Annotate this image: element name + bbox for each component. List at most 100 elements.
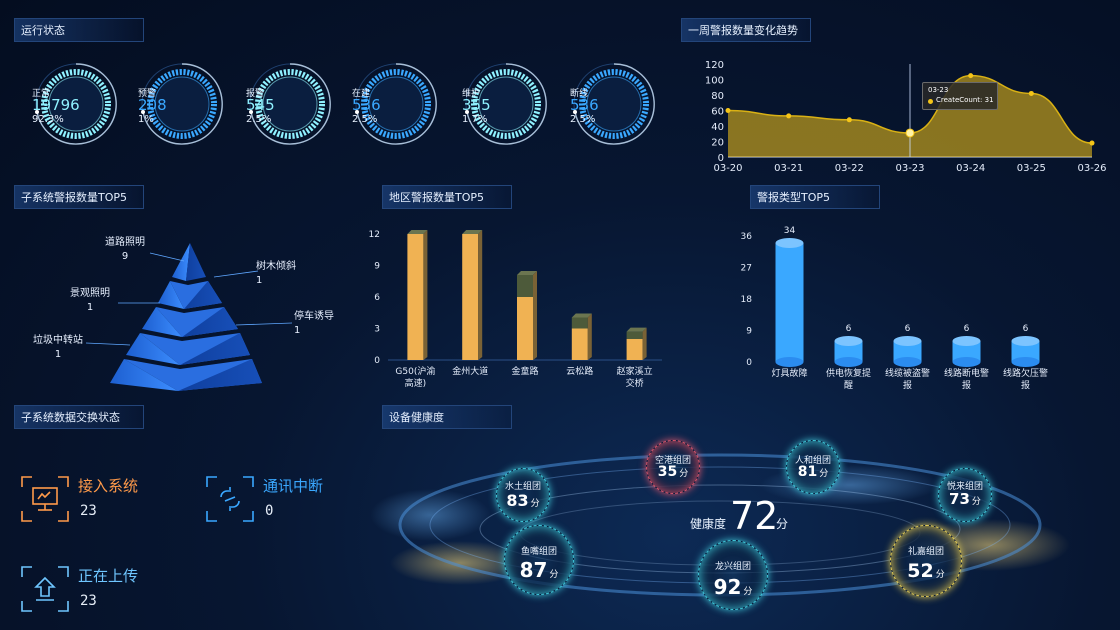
y-tick: 9 — [374, 262, 380, 272]
status-gauge[interactable]: 预警 208 1% — [138, 60, 226, 148]
trend-x-tick: 03-25 — [1017, 163, 1046, 174]
trend-point[interactable] — [1028, 90, 1034, 96]
gauge-value: 545 — [246, 96, 275, 114]
health-group-score: 35 分 — [647, 464, 699, 480]
x-tick-label: 金童路 — [511, 365, 538, 377]
health-group-name: 人和组团 — [794, 456, 831, 466]
y-tick: 3 — [374, 325, 380, 335]
bar[interactable] — [952, 336, 981, 367]
pyramid-layer-2[interactable] — [158, 281, 222, 309]
pyramid-layer-3[interactable] — [142, 307, 238, 337]
uploading-label: 正在上传 — [78, 567, 139, 585]
score-number: 35 — [657, 464, 678, 480]
y-tick: 18 — [741, 295, 753, 305]
gauge-ring — [465, 63, 547, 145]
trend-point[interactable] — [1089, 140, 1095, 146]
trend-point[interactable] — [905, 128, 915, 138]
bar[interactable] — [517, 270, 537, 360]
x-tick-label: 报 — [1021, 379, 1030, 391]
trend-y-tick: 60 — [711, 107, 724, 118]
health-group-orb[interactable]: 礼嘉组团 52 分 — [890, 525, 962, 597]
x-tick-label: 供电恢复提 — [826, 367, 871, 379]
trend-point[interactable] — [725, 108, 731, 113]
gauge-value: 536 — [570, 96, 599, 114]
status-gauge[interactable]: 维护 355 1.7% — [462, 60, 550, 148]
trend-point[interactable] — [786, 113, 792, 119]
trend-x-tick: 03-21 — [774, 163, 803, 174]
access-system-label: 接入系统 — [78, 477, 139, 495]
score-unit: 分 — [935, 570, 945, 580]
link-broken-icon — [206, 476, 254, 522]
gauge-percent: 2.5% — [570, 114, 596, 125]
bar[interactable] — [775, 238, 804, 367]
score-unit: 分 — [530, 499, 540, 509]
gauge-value: 355 — [462, 96, 491, 114]
status-gauge[interactable]: 在建 536 2.5% — [352, 60, 440, 148]
bar[interactable] — [462, 230, 483, 360]
exchange-title: 子系统数据交换状态 — [14, 405, 144, 429]
pyramid-layer-1[interactable] — [172, 243, 206, 281]
trend-y-tick: 120 — [705, 60, 724, 71]
health-center-value: 72 — [730, 494, 779, 538]
health-group-orb[interactable]: 人和组团 81 分 — [786, 440, 840, 494]
x-tick-label: 报 — [903, 379, 912, 391]
pyramid-label-road-light: 道路照明 9 — [105, 237, 145, 262]
status-gauge[interactable]: 报警 545 2.5% — [246, 60, 334, 148]
trend-y-tick: 20 — [711, 138, 724, 149]
status-gauge[interactable]: 断线 536 2.5% — [570, 60, 658, 148]
gauge-value: 536 — [352, 96, 381, 114]
tooltip-date: 03-23 — [928, 86, 949, 94]
gauge-value: 19796 — [32, 96, 80, 114]
pyramid-layer-4[interactable] — [126, 333, 250, 365]
trend-tooltip: 03-23 CreateCount: 31 — [922, 82, 998, 110]
subsystem-top5-title: 子系统警报数量TOP5 — [14, 185, 144, 209]
score-unit: 分 — [971, 497, 981, 507]
health-group-name: 悦来组团 — [946, 482, 983, 492]
pyramid-layer-5[interactable] — [110, 359, 262, 391]
pyramid-label-garbage: 垃圾中转站 1 — [33, 335, 83, 360]
health-group-score: 73 分 — [939, 490, 991, 508]
bar[interactable] — [893, 336, 922, 367]
health-group-orb[interactable]: 空港组团 35 分 — [646, 440, 700, 494]
trend-point[interactable] — [968, 73, 974, 79]
health-group-orb[interactable]: 龙兴组团 92 分 — [698, 540, 768, 610]
x-tick-label: 线路欠压警 — [1003, 367, 1048, 379]
bar[interactable] — [1011, 336, 1040, 367]
trend-y-tick: 80 — [711, 91, 724, 102]
bar-value-label: 6 — [1023, 324, 1029, 334]
health-group-name: 水土组团 — [504, 482, 541, 492]
bar-value-label: 6 — [846, 324, 852, 334]
gauge-label: 维护 — [462, 89, 481, 99]
type-top5-title: 警报类型TOP5 — [750, 185, 880, 209]
y-tick: 0 — [746, 358, 752, 368]
status-gauge[interactable]: 正常 19796 92.3% — [32, 60, 120, 148]
y-tick: 9 — [746, 327, 752, 337]
running-status-title: 运行状态 — [14, 18, 144, 42]
pyramid-chart — [85, 243, 293, 391]
gauge-ring — [249, 63, 331, 145]
x-tick-label: 醒 — [844, 380, 853, 391]
bar[interactable] — [571, 313, 592, 360]
pyramid-label-tree: 树木倾斜 1 — [256, 261, 296, 286]
y-tick: 0 — [374, 356, 380, 366]
gauge-label: 正常 — [32, 89, 51, 99]
x-tick-label: G50(沪渝 — [395, 365, 435, 377]
score-number: 52 — [907, 560, 934, 582]
trend-y-tick: 0 — [718, 153, 724, 164]
x-tick-label: 线缆被盗警 — [885, 367, 930, 379]
bar[interactable] — [834, 336, 863, 367]
health-group-orb[interactable]: 水土组团 83 分 — [496, 468, 550, 522]
trend-point[interactable] — [846, 117, 852, 123]
health-group-orb[interactable]: 悦来组团 73 分 — [938, 468, 992, 522]
bar[interactable] — [407, 230, 428, 360]
score-unit: 分 — [743, 587, 753, 597]
health-group-orb[interactable]: 鱼嘴组团 87 分 — [504, 525, 574, 595]
trend-x-tick: 03-24 — [956, 163, 985, 174]
bar[interactable] — [626, 327, 647, 360]
health-group-score: 52 分 — [891, 560, 961, 582]
x-tick-label: 交桥 — [626, 377, 644, 389]
gauge-label: 断线 — [570, 89, 589, 99]
gauge-ring — [573, 63, 655, 145]
health-group-score: 81 分 — [787, 464, 839, 480]
